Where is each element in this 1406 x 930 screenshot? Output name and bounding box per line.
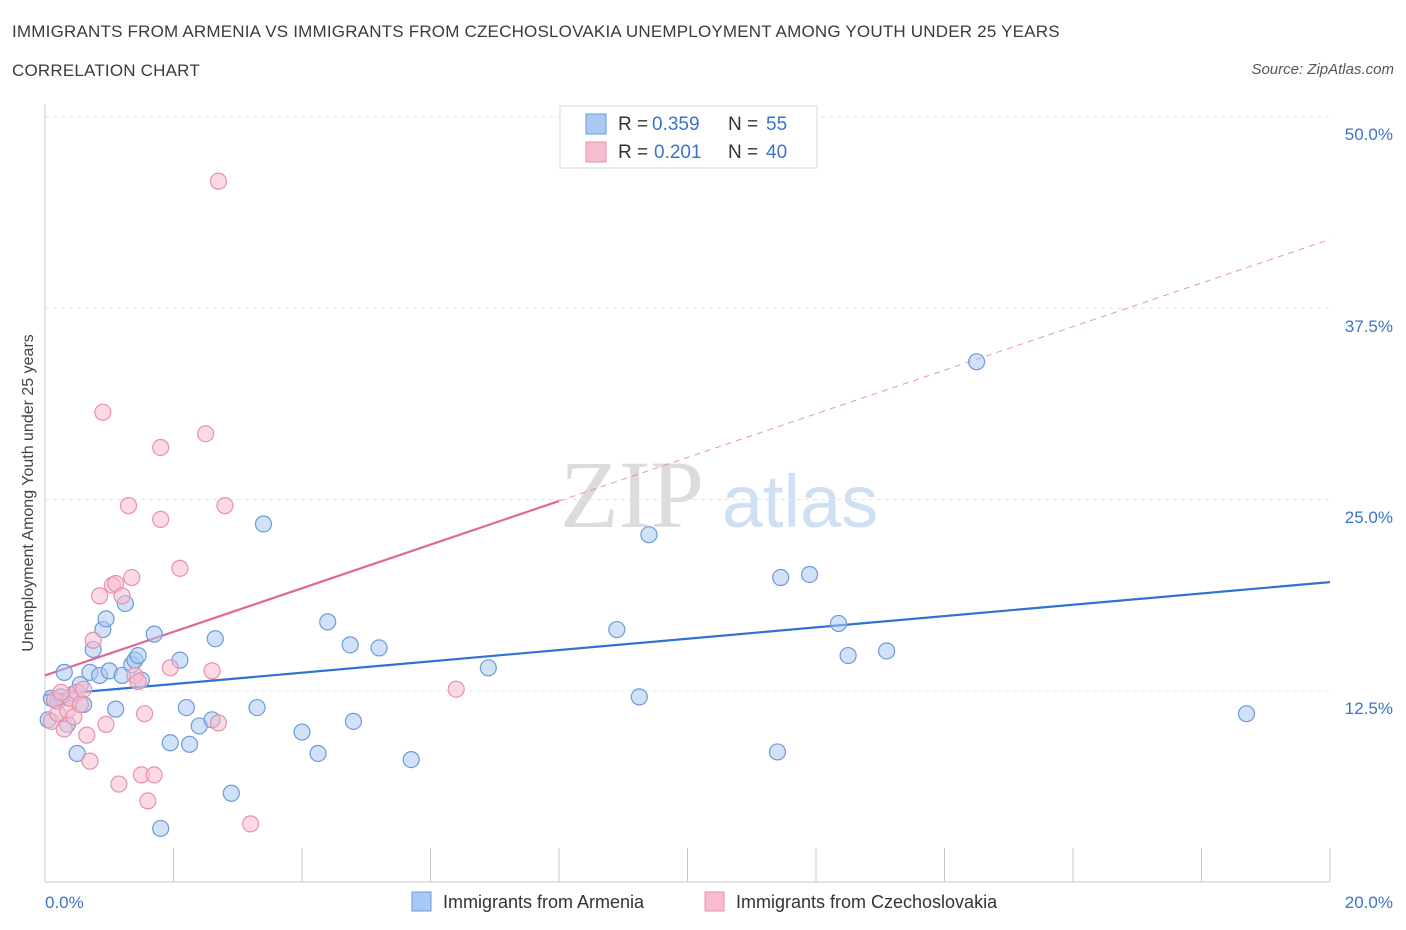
legend-r-value-czech: 0.201	[654, 142, 702, 163]
legend-r-value-armenia: 0.359	[652, 114, 700, 135]
czech-point-35	[209, 714, 228, 732]
armenia-point-44	[640, 526, 658, 544]
armenia-point-48	[829, 614, 848, 633]
legend-n-label-czech: N =	[728, 142, 758, 163]
czech-point-25	[135, 705, 154, 723]
armenia-point-49	[839, 646, 857, 665]
armenia-point-26	[177, 698, 195, 717]
czech-point-12	[84, 631, 102, 649]
armenia-point-33	[254, 515, 273, 533]
armenia-point-38	[344, 712, 362, 730]
y-tick-label-12-5: 12.5%	[1345, 699, 1393, 718]
y-tick-label-25: 25.0%	[1345, 508, 1393, 527]
chart-title: IMMIGRANTS FROM ARMENIA VS IMMIGRANTS FR…	[12, 22, 1060, 41]
czech-point-3	[55, 720, 73, 738]
legend-n-value-czech: 40	[766, 142, 787, 163]
armenia-point-6	[68, 744, 86, 763]
armenia-point-24	[161, 734, 179, 752]
czech-point-19	[113, 587, 131, 605]
armenia-point-32	[248, 698, 266, 717]
armenia-point-40	[402, 750, 420, 769]
armenia-point-41	[479, 659, 497, 677]
armenia-point-3	[55, 663, 73, 681]
legend-bottom-label-czech: Immigrants from Czechoslovakia	[736, 892, 998, 912]
armenia-point-34	[293, 723, 311, 741]
watermark-atlas: atlas	[722, 460, 878, 543]
armenia-point-46	[772, 568, 790, 587]
armenia-point-37	[341, 636, 359, 654]
legend-r-label-czech: R =	[618, 142, 648, 163]
czech-point-32	[197, 425, 215, 443]
legend-n-label-armenia: N =	[728, 114, 758, 135]
armenia-point-35	[309, 744, 327, 763]
armenia-point-30	[206, 630, 224, 648]
legend-n-value-armenia: 55	[766, 114, 787, 135]
series-legend: Immigrants from Armenia Immigrants from …	[411, 891, 998, 912]
czech-point-26	[139, 792, 157, 810]
czech-point-18	[110, 775, 128, 793]
armenia-point-47	[800, 565, 819, 584]
legend-bottom-label-armenia: Immigrants from Armenia	[443, 892, 645, 912]
czech-point-39	[52, 683, 70, 701]
x-tick-label-max: 20.0%	[1345, 893, 1393, 912]
armenia-point-15	[107, 700, 125, 718]
czech-point-28	[152, 510, 170, 528]
czech-point-29	[152, 438, 170, 457]
czech-point-21	[123, 568, 141, 587]
armenia-point-36	[319, 613, 337, 631]
armenia-point-27	[180, 735, 199, 753]
stats-legend: R = 0.359 N = 55 R = 0.201 N = 40	[559, 105, 818, 169]
czech-point-36	[216, 497, 234, 515]
legend-bottom-swatch-czech	[704, 891, 725, 912]
trend-line-dashed-1	[558, 238, 1331, 502]
x-tick-label-min: 0.0%	[45, 893, 84, 912]
armenia-point-42	[608, 620, 626, 639]
czech-point-34	[209, 172, 228, 190]
czech-point-38	[447, 680, 465, 698]
czech-point-15	[94, 403, 112, 421]
y-tick-label-50: 50.0%	[1345, 125, 1393, 144]
armenia-point-22	[145, 625, 163, 643]
czech-point-14	[97, 715, 115, 734]
trend-line-solid-1	[44, 499, 560, 677]
czech-point-13	[91, 587, 109, 605]
czech-point-9	[74, 680, 93, 698]
trend-line-solid-0	[44, 581, 1331, 697]
trend-lines	[44, 238, 1331, 697]
armenia-point-20	[129, 646, 147, 665]
armenia-point-39	[370, 639, 388, 657]
armenia-point-52	[1237, 705, 1256, 723]
czech-point-33	[203, 662, 221, 680]
armenia-point-43	[630, 688, 648, 706]
axes	[44, 104, 1331, 883]
czech-point-10	[78, 726, 96, 744]
source-credit: Source: ZipAtlas.com	[1251, 61, 1394, 78]
czech-point-11	[81, 752, 99, 770]
legend-swatch-czech	[585, 141, 607, 163]
legend-bottom-swatch-armenia	[411, 891, 432, 912]
czech-point-8	[71, 695, 89, 714]
czech-point-27	[145, 766, 163, 784]
legend-r-label-armenia: R =	[618, 114, 648, 135]
armenia-point-45	[768, 743, 787, 761]
chart-subtitle: CORRELATION CHART	[12, 61, 200, 80]
y-tick-label-37-5: 37.5%	[1345, 317, 1393, 336]
czech-point-30	[161, 659, 179, 677]
armenia-point-13	[97, 610, 115, 628]
legend-swatch-armenia	[585, 113, 607, 135]
data-points	[39, 172, 1256, 838]
czech-point-20	[119, 497, 138, 515]
armenia-point-23	[152, 819, 170, 838]
armenia-point-51	[968, 353, 986, 371]
gridlines	[45, 116, 1330, 692]
czech-point-37	[242, 815, 260, 833]
czech-point-23	[129, 672, 147, 691]
armenia-point-50	[878, 642, 896, 660]
watermark-zip: ZIP	[560, 441, 704, 548]
armenia-point-31	[222, 784, 240, 802]
czech-point-31	[171, 559, 189, 577]
y-axis-label: Unemployment Among Youth under 25 years	[20, 334, 37, 652]
